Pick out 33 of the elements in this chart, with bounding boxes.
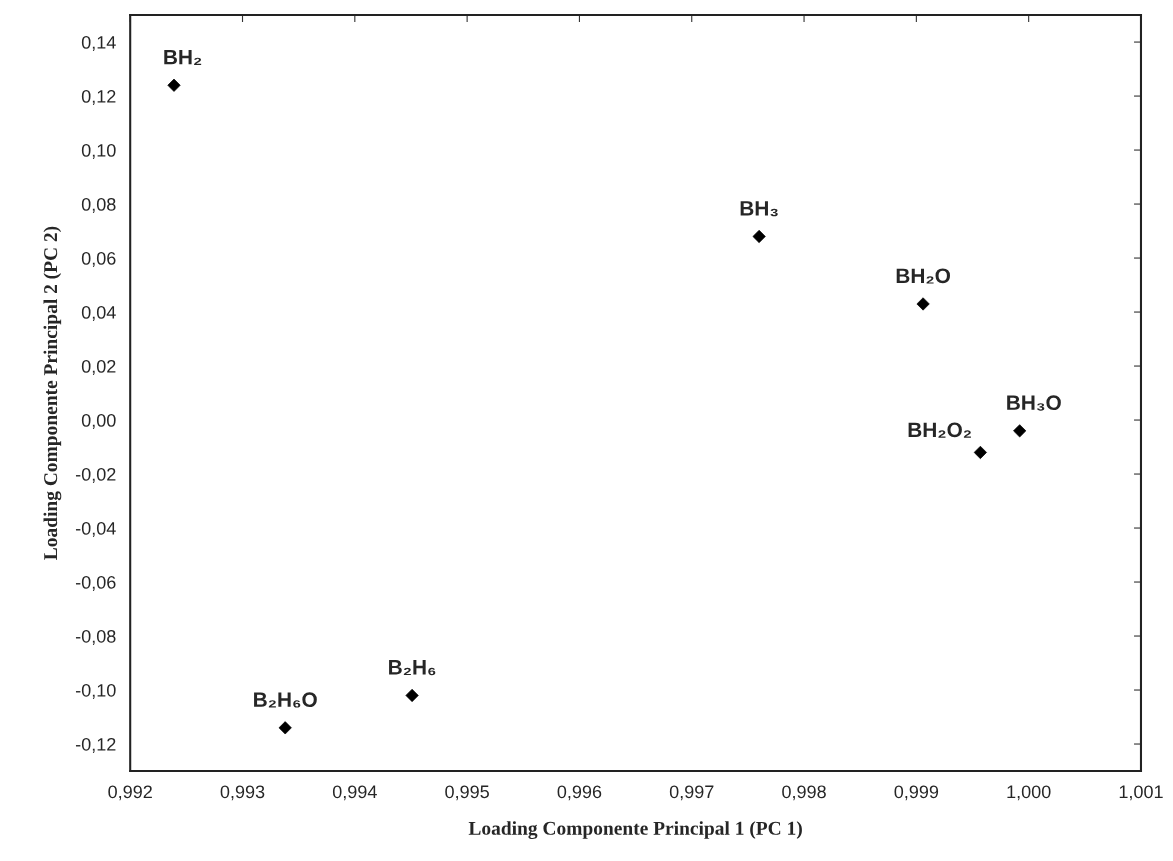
y-tick-label: 0,06 (81, 251, 116, 267)
y-tick-label: 0,02 (81, 359, 116, 375)
x-tick-label: 0,993 (220, 785, 265, 801)
annotation: B₂H₆O (254, 692, 317, 708)
x-tick-label: 0,996 (557, 785, 602, 801)
x-tick-label: 0,999 (894, 785, 939, 801)
x-tick-label: 0,995 (445, 785, 489, 801)
x-tick-label: 1,001 (1119, 785, 1163, 801)
y-tick-label: 0,00 (81, 413, 116, 429)
y-tick-label: 0,10 (81, 143, 116, 159)
y-tick-label: 0,04 (81, 305, 116, 321)
x-tick-label: 0,998 (782, 785, 826, 801)
x-axis-title: Loading Componente Principal 1 (PC 1) (468, 821, 802, 839)
y-tick-label: -0,12 (75, 737, 116, 753)
y-tick-label: 0,14 (81, 36, 116, 51)
y-tick-label: -0,10 (75, 683, 116, 699)
x-tick-label: 1,000 (1007, 785, 1051, 801)
y-axis-title: Loading Componente Principal 2 (PC 2) (43, 226, 62, 560)
x-tick-label: 0,997 (669, 785, 714, 801)
y-tick-label: 0,08 (81, 197, 116, 213)
y-tick-label: -0,08 (75, 629, 116, 645)
y-tick-label: -0,02 (75, 467, 116, 483)
y-tick-label: 0,12 (81, 90, 116, 105)
annotation: BH₂O (896, 268, 950, 284)
x-tick-label: 0,992 (108, 785, 152, 801)
annotation: B₂H₆ (389, 660, 436, 676)
annotation: BH₃ (740, 201, 778, 217)
annotation: BH₃O (1007, 395, 1061, 411)
y-tick-label: -0,06 (75, 575, 116, 591)
annotation: BH₂ (164, 49, 202, 65)
y-tick-label: -0,04 (75, 521, 116, 537)
annotation: BH₂O₂ (908, 422, 971, 438)
x-tick-label: 0,994 (332, 785, 377, 801)
